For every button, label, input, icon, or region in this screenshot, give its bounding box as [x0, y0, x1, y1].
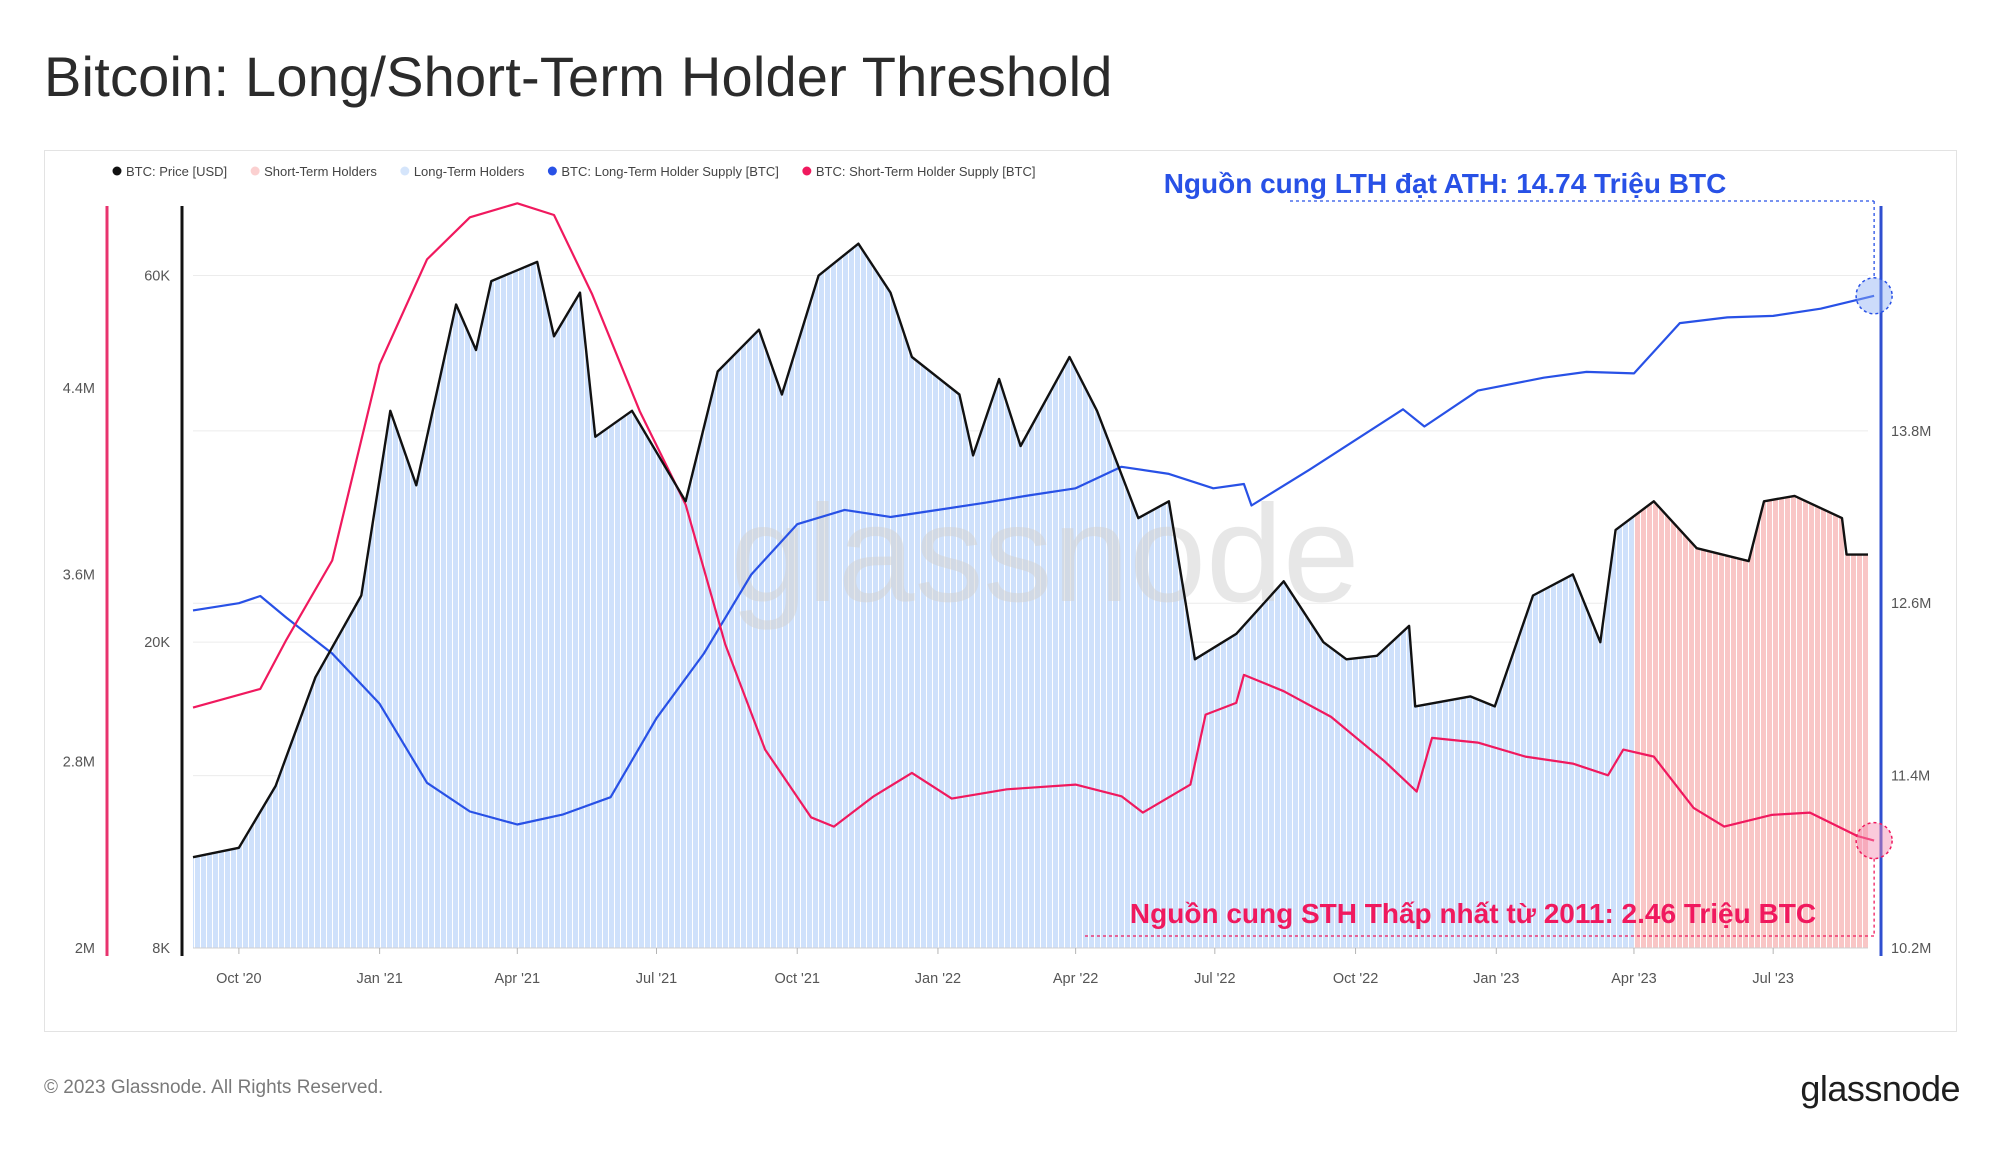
sth-low-marker	[1855, 821, 1893, 860]
holder-regime-bands	[193, 243, 1868, 948]
lth-axis-tick-label: 10.2M	[1891, 941, 1931, 957]
x-axis-tick-label: Jan '23	[1473, 971, 1519, 987]
legend: BTC: Price [USD] Short-Term Holders Long-T…	[112, 164, 1036, 179]
legend-label: Long-Term Holders	[414, 164, 525, 179]
lth-ath-marker	[1855, 277, 1893, 315]
legend-label: Short-Term Holders	[264, 164, 377, 179]
sth-axis-tick-label: 3.6M	[63, 568, 95, 584]
price-line	[192, 242, 1868, 859]
lth-axis-tick-label: 13.8M	[1891, 424, 1931, 440]
lth-supply-line	[192, 294, 1875, 826]
axes: 2M 2.8M 3.6M 4.4M 8K 20K 60K 10.2M 11.4M 12.6M 13.…	[63, 206, 1931, 987]
x-axis-tick-label: Jul '22	[1194, 971, 1235, 987]
x-axis-tick-label: Jan '22	[915, 971, 961, 987]
sth-supply-line	[192, 202, 1875, 842]
x-axis-tick-label: Apr '23	[1611, 971, 1657, 987]
sth-annotation-label: Nguồn cung STH Thấp nhất từ 2011: 2.46 T…	[1130, 898, 1816, 929]
x-axis-tick-label: Oct '20	[216, 971, 261, 987]
legend-marker	[400, 166, 410, 176]
x-axis-tick-label: Jul '23	[1752, 971, 1793, 987]
page-title: Bitcoin: Long/Short-Term Holder Threshol…	[44, 45, 1113, 108]
x-axis-tick-label: Apr '22	[1053, 971, 1099, 987]
chart-svg: glassnode 2M 2.8M 3.6M 4.4M 8K 20K 60K 10.2M 11.…	[63, 164, 1932, 987]
price-axis-tick-label: 20K	[144, 635, 170, 651]
legend-label: BTC: Price [USD]	[126, 164, 227, 179]
chart-container: glassnode 2M 2.8M 3.6M 4.4M 8K 20K 60K 10.2M 11.…	[44, 150, 1957, 1032]
sth-axis-tick-label: 2.8M	[63, 754, 95, 770]
legend-label: BTC: Long-Term Holder Supply [BTC]	[561, 164, 778, 179]
price-axis-tick-label: 60K	[144, 268, 170, 284]
glassnode-logo: glassnode	[1800, 1068, 1960, 1109]
legend-marker	[547, 166, 557, 176]
x-axis-tick-label: Oct '21	[774, 971, 819, 987]
legend-marker	[112, 166, 122, 176]
legend-marker	[250, 166, 260, 176]
sth-axis-tick-label: 4.4M	[63, 381, 95, 397]
x-axis-tick-label: Jan '21	[356, 971, 402, 987]
annotations: Nguồn cung LTH đạt ATH: 14.74 Triệu BTC N…	[1085, 168, 1893, 937]
x-axis-tick-label: Oct '22	[1333, 971, 1378, 987]
x-axis-tick-label: Apr '21	[495, 971, 541, 987]
x-axis-tick-label: Jul '21	[636, 971, 677, 987]
series-lines	[192, 202, 1875, 859]
lth-axis-tick-label: 12.6M	[1891, 596, 1931, 612]
price-axis-tick-label: 8K	[152, 941, 170, 957]
legend-marker	[802, 166, 812, 176]
footer-copyright: © 2023 Glassnode. All Rights Reserved.	[44, 1077, 384, 1098]
lth-regime-band	[193, 243, 1634, 948]
lth-annotation-label: Nguồn cung LTH đạt ATH: 14.74 Triệu BTC	[1164, 168, 1727, 199]
sth-regime-band	[1633, 495, 1868, 948]
legend-label: BTC: Short-Term Holder Supply [BTC]	[816, 164, 1036, 179]
watermark: glassnode	[730, 477, 1359, 631]
sth-axis-tick-label: 2M	[75, 941, 95, 957]
lth-axis-tick-label: 11.4M	[1891, 769, 1930, 785]
